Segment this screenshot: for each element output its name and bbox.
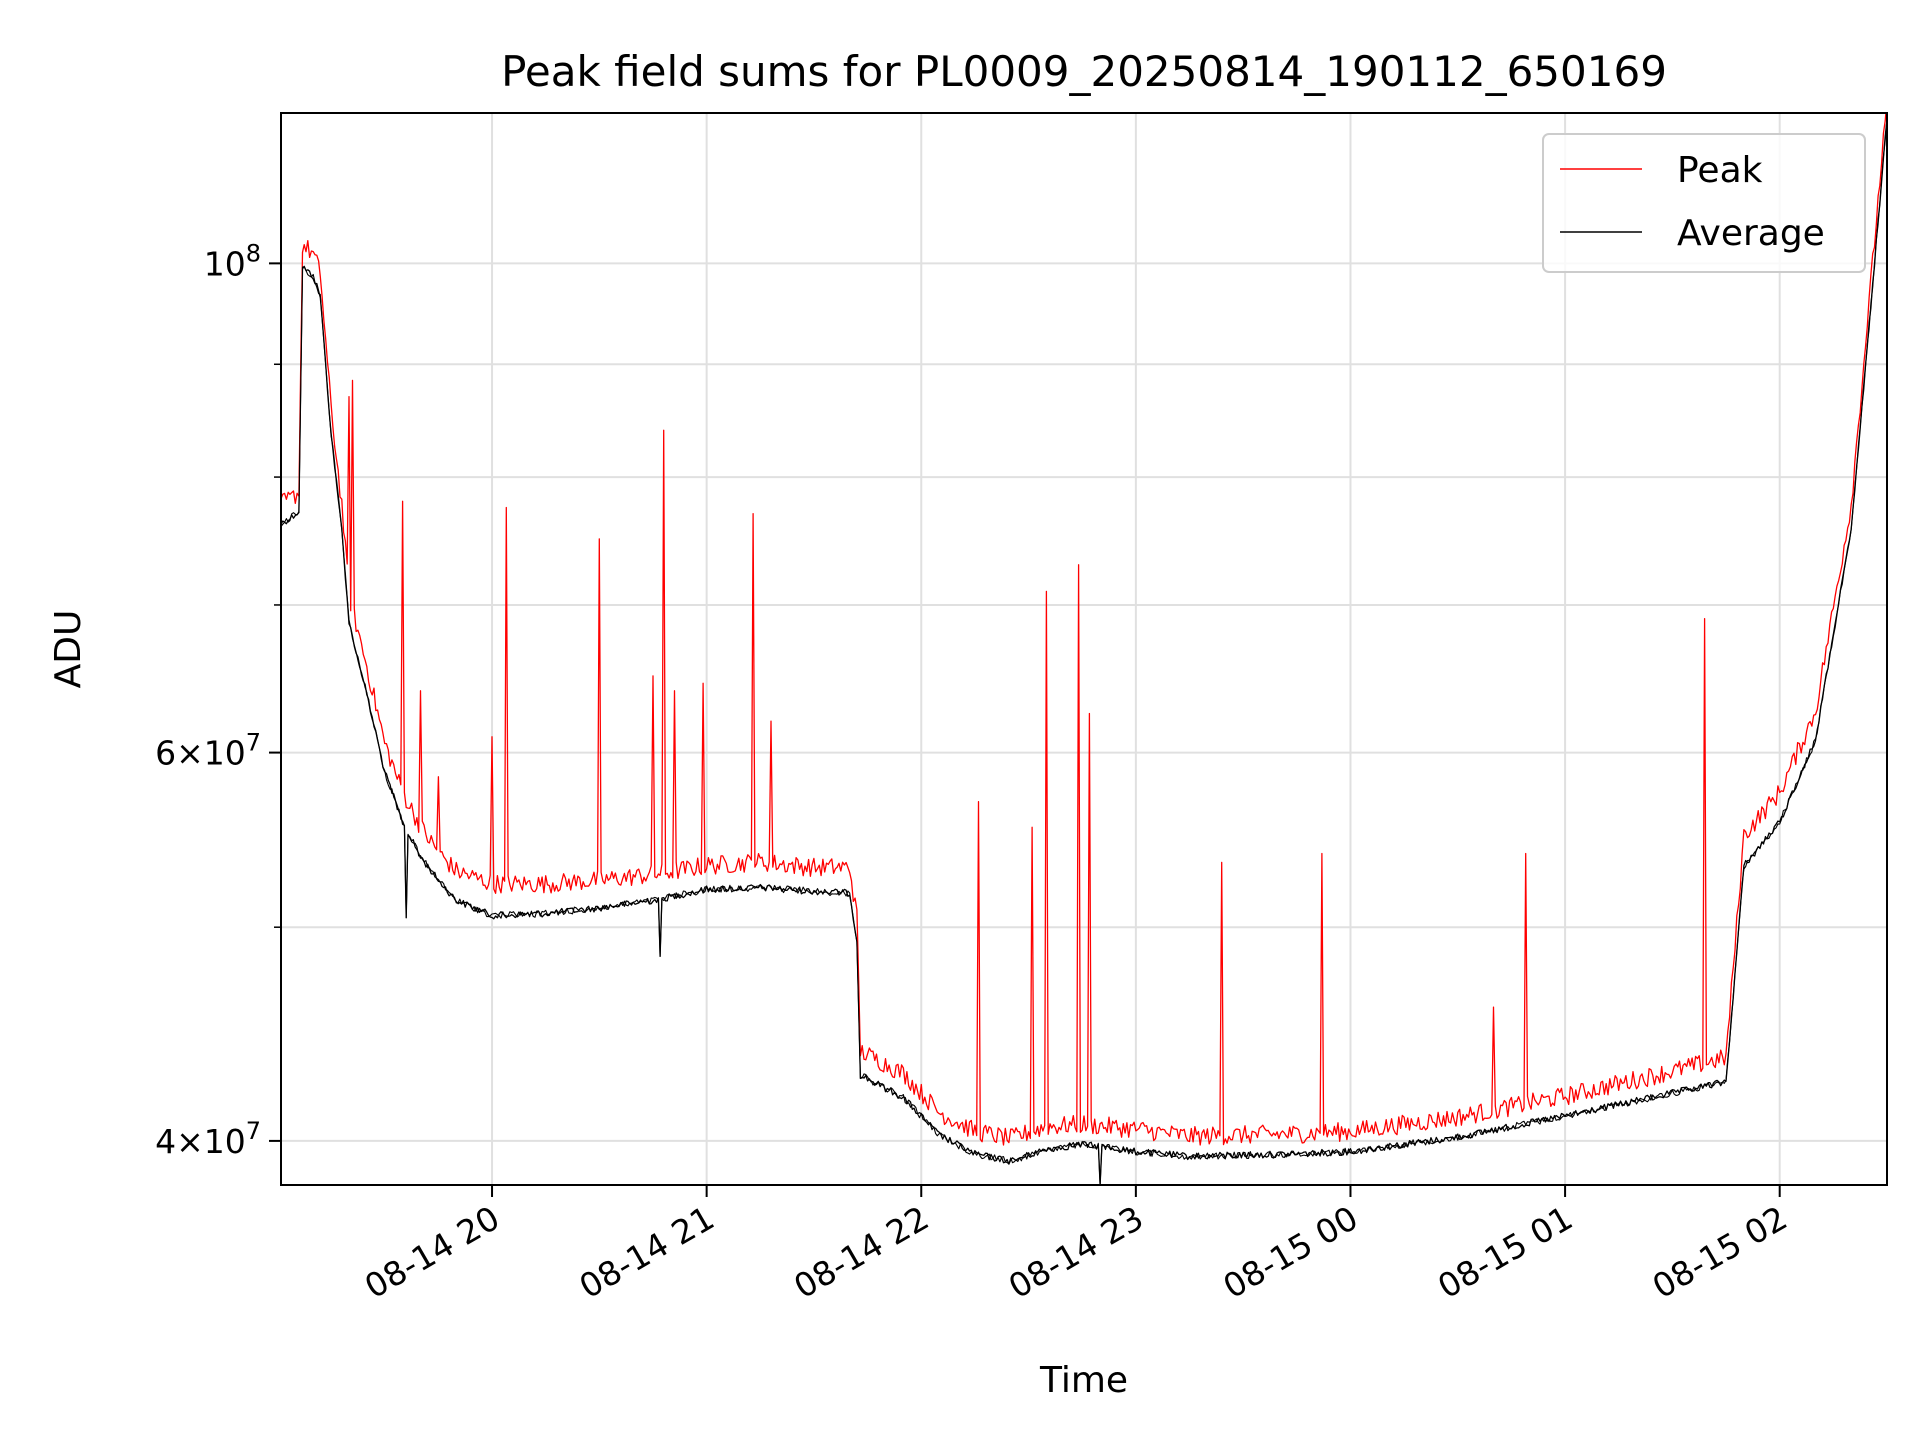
series-layer [281,113,1887,1185]
y-tick-label: 108 [204,239,261,283]
y-axis-label: ADU [48,610,89,689]
legend-peak-label: Peak [1677,150,1763,191]
series-average-line [281,119,1887,1185]
y-tick-label: 6×107 [155,729,261,773]
y-tick-label: 4×107 [155,1117,261,1161]
series-average-line-top [281,118,1887,1185]
x-axis-label: Time [1039,1360,1128,1401]
series-peak-line [281,113,1887,1146]
chart-title: Peak field sums for PL0009_20250814_1901… [501,47,1667,96]
legend-average-label: Average [1677,213,1825,254]
legend: Peak Average [1542,133,1866,273]
plot-frame [280,112,1888,1186]
